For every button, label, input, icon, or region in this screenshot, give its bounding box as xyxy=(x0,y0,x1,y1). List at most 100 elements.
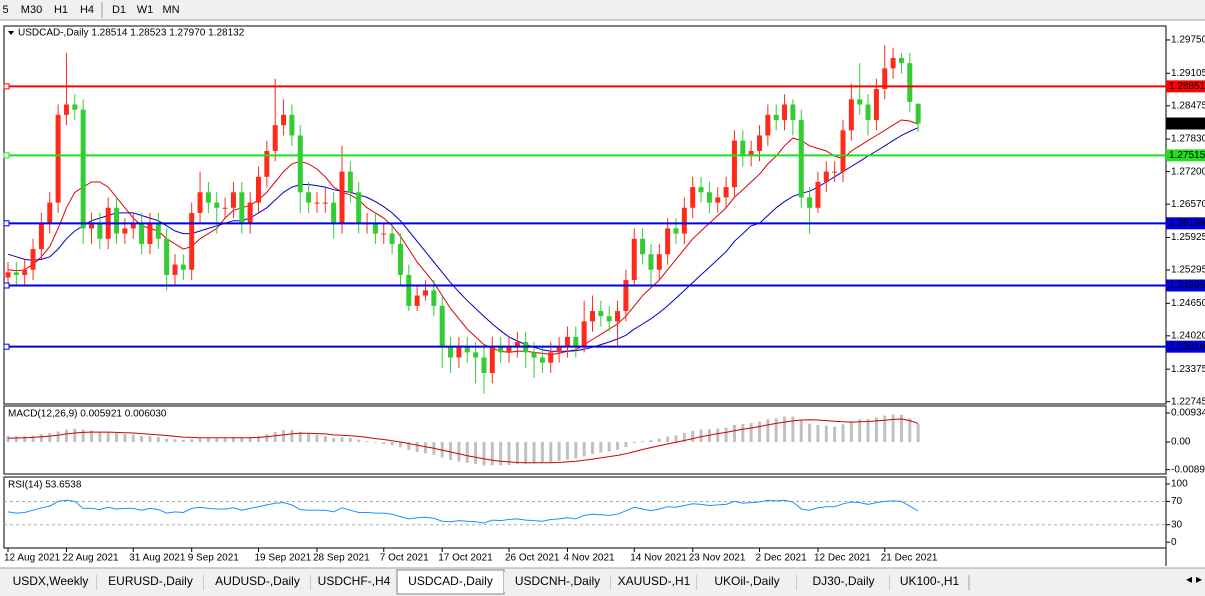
x-tick-label: 7 Oct 2021 xyxy=(380,553,429,564)
y-tick-label: 1.25925 xyxy=(1171,232,1205,243)
candle-body xyxy=(915,103,921,124)
timeframe-button[interactable]: H1 xyxy=(54,4,68,16)
macd-bar xyxy=(348,437,352,443)
active-tab[interactable] xyxy=(396,569,505,595)
level-handle xyxy=(3,282,10,289)
tab-scroll-right[interactable]: ▸ xyxy=(1196,572,1202,586)
candle-body xyxy=(907,63,913,102)
macd-bar xyxy=(774,418,778,443)
macd-bar xyxy=(490,442,494,466)
chart-title: USDCAD-,Daily 1.28514 1.28523 1.27970 1.… xyxy=(18,28,245,39)
tab-scroll-left[interactable]: ◂ xyxy=(1186,572,1192,586)
candle-body xyxy=(706,192,712,203)
macd-bar xyxy=(465,442,469,463)
x-tick-label: 12 Aug 2021 xyxy=(4,553,61,564)
macd-bar xyxy=(758,421,761,443)
candle-body xyxy=(397,243,403,275)
macd-bar xyxy=(716,428,720,443)
candle-body xyxy=(281,114,287,126)
macd-bar xyxy=(616,442,620,450)
timeframe-button[interactable]: MN xyxy=(162,4,179,16)
candle-body xyxy=(47,202,53,224)
level-price-label: 1.28851 xyxy=(1169,81,1205,92)
candle-body xyxy=(347,171,353,193)
macd-bar xyxy=(883,415,887,443)
macd-bar xyxy=(215,437,219,443)
timeframe-button[interactable]: D1 xyxy=(112,4,126,16)
macd-bar xyxy=(674,435,678,443)
candle-body xyxy=(63,104,69,115)
tab-label[interactable]: AUDUSD-,Daily xyxy=(215,574,300,588)
candle-body xyxy=(715,197,721,203)
timeframe-button[interactable]: 5 xyxy=(2,4,8,16)
macd-bar xyxy=(14,436,18,443)
tab-label[interactable]: USDCAD-,Daily xyxy=(408,574,493,588)
candle-body xyxy=(898,58,904,64)
tab[interactable] xyxy=(797,572,890,592)
macd-bar xyxy=(515,442,519,465)
macd-bar xyxy=(56,431,60,443)
macd-bar xyxy=(198,438,202,443)
macd-bar xyxy=(457,442,461,462)
tab-label[interactable]: USDCHF-,H4 xyxy=(318,574,391,588)
macd-bar xyxy=(532,442,536,464)
tab[interactable] xyxy=(611,572,697,592)
candle-body xyxy=(548,352,554,363)
macd-bar xyxy=(165,438,169,443)
y-tick-label: 1.28475 xyxy=(1171,100,1205,111)
tab-label[interactable]: USDX,Weekly xyxy=(13,574,89,588)
candle-body xyxy=(97,223,103,239)
candle-body xyxy=(748,150,754,157)
candle-body xyxy=(539,357,545,363)
tab[interactable] xyxy=(4,572,97,592)
x-tick-label: 9 Sep 2021 xyxy=(188,553,240,564)
timeframe-button[interactable]: H4 xyxy=(80,4,94,16)
candle-body xyxy=(406,274,412,306)
macd-bar xyxy=(340,437,344,443)
y-tick-label: 1.27830 xyxy=(1171,134,1205,145)
tab[interactable] xyxy=(97,572,204,592)
macd-bar xyxy=(891,414,895,443)
macd-bar xyxy=(240,437,244,443)
candle-body xyxy=(322,202,328,204)
tab-label[interactable]: UKOil-,Daily xyxy=(714,574,779,588)
tab[interactable] xyxy=(504,572,611,592)
macd-bar xyxy=(257,436,260,443)
x-tick-label: 23 Nov 2021 xyxy=(689,553,746,564)
macd-bar xyxy=(90,430,93,443)
macd-bar xyxy=(799,420,803,443)
timeframe-button[interactable]: W1 xyxy=(137,4,154,16)
candle-body xyxy=(30,249,36,270)
macd-bar xyxy=(48,433,52,443)
candle-body xyxy=(130,223,136,229)
tab[interactable] xyxy=(697,572,797,592)
y-tick-label: 1.27200 xyxy=(1171,166,1205,177)
tab-label[interactable]: DJ30-,Daily xyxy=(812,574,874,588)
y-tick-label: 0 xyxy=(1171,537,1177,548)
tab-label[interactable]: EURUSD-,Daily xyxy=(108,574,193,588)
tab-label[interactable]: USDCNH-,Daily xyxy=(515,574,600,588)
candle-body xyxy=(765,114,771,136)
macd-bar xyxy=(140,435,144,443)
candle-body xyxy=(205,192,211,203)
candle-body xyxy=(631,238,637,281)
macd-bar xyxy=(365,441,369,443)
macd-bar xyxy=(841,424,845,443)
tab[interactable] xyxy=(204,572,311,592)
candle-body xyxy=(222,207,228,209)
candle-body xyxy=(22,269,28,275)
candle-body xyxy=(773,114,779,120)
tab[interactable] xyxy=(311,572,397,592)
macd-bar xyxy=(607,442,611,452)
macd-bar xyxy=(315,434,319,443)
macd-bar xyxy=(783,416,787,443)
level-price-label: 1.27515 xyxy=(1169,150,1205,161)
candle-body xyxy=(731,140,737,188)
tab-label[interactable]: UK100-,H1 xyxy=(900,574,960,588)
signal-line xyxy=(7,418,919,464)
macd-bar xyxy=(173,439,177,443)
tab-label[interactable]: XAUUSD-,H1 xyxy=(618,574,691,588)
tab[interactable] xyxy=(890,572,969,592)
timeframe-button[interactable]: M30 xyxy=(21,4,42,16)
